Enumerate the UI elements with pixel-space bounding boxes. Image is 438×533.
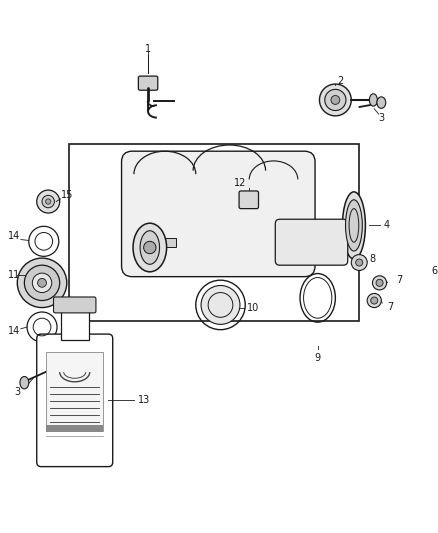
FancyBboxPatch shape [138,76,158,90]
Text: 9: 9 [314,353,321,363]
FancyBboxPatch shape [122,151,315,277]
Text: 14: 14 [7,326,20,336]
Text: 14: 14 [7,231,20,241]
Text: 3: 3 [378,112,385,123]
Circle shape [29,227,59,256]
Ellipse shape [369,94,377,106]
Text: 3: 3 [14,386,20,397]
FancyBboxPatch shape [239,191,258,208]
Text: 11: 11 [7,270,20,280]
Circle shape [376,279,383,286]
FancyBboxPatch shape [276,219,348,265]
Circle shape [38,278,46,287]
Circle shape [319,84,351,116]
Circle shape [42,196,54,208]
Text: 7: 7 [387,302,393,312]
Circle shape [201,286,240,325]
Bar [60,310,89,340]
Circle shape [351,255,367,270]
Circle shape [32,273,52,293]
Ellipse shape [346,200,362,251]
Circle shape [25,265,60,301]
Circle shape [17,258,67,308]
Circle shape [144,241,156,254]
Bar [46,425,103,432]
Ellipse shape [436,279,438,296]
Circle shape [331,95,340,104]
Circle shape [372,276,387,290]
Text: 6: 6 [431,266,438,276]
Ellipse shape [133,223,166,272]
Circle shape [399,264,413,278]
FancyBboxPatch shape [53,297,96,313]
Text: 13: 13 [138,395,151,406]
Ellipse shape [343,192,365,259]
Bar [46,352,103,431]
Circle shape [356,259,363,266]
Text: 12: 12 [234,178,246,188]
Circle shape [325,90,346,110]
Text: 8: 8 [369,254,375,264]
Text: 4: 4 [383,221,389,230]
Bar [68,144,359,321]
Text: 10: 10 [247,303,259,313]
Circle shape [371,297,378,304]
FancyBboxPatch shape [37,334,113,466]
Circle shape [46,199,51,204]
Ellipse shape [432,274,438,301]
Text: 15: 15 [60,190,73,200]
Circle shape [27,312,57,342]
Ellipse shape [377,97,386,108]
Ellipse shape [20,376,29,389]
Text: 7: 7 [396,275,402,285]
Text: 1: 1 [145,44,151,54]
Circle shape [367,294,381,308]
Ellipse shape [140,231,159,264]
Bar [150,238,177,247]
Text: 2: 2 [338,76,344,85]
Circle shape [37,190,60,213]
